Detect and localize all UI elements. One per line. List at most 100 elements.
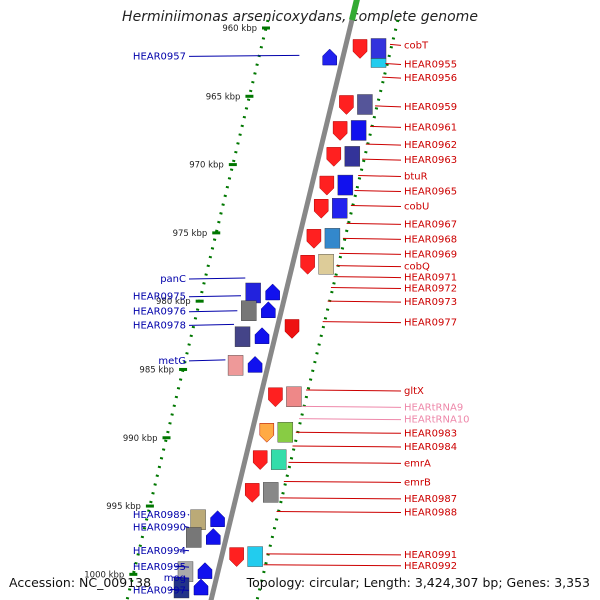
gene-leader xyxy=(339,252,402,255)
gene-label: HEARtRNA9 xyxy=(404,402,463,413)
gene-leader xyxy=(346,222,402,225)
gene-leader xyxy=(382,76,402,79)
gene-label: HEAR0994 xyxy=(133,546,186,557)
reverse-arrow xyxy=(265,283,280,301)
reverse-feature xyxy=(322,48,337,66)
right-tick-track xyxy=(255,19,400,600)
gene-label: emrA xyxy=(404,458,431,469)
map-title: Herminiimonas arsenicoxydans, complete g… xyxy=(122,9,478,25)
forward-arrow xyxy=(268,387,283,408)
gene-leader xyxy=(333,276,402,279)
forward-feature xyxy=(284,319,300,339)
scale-label: 970 kbp xyxy=(189,161,224,171)
forward-feature xyxy=(244,482,279,503)
reverse-box xyxy=(245,282,261,304)
gene-labels: cobT HEAR0955 HEAR0956 HEAR0959 HEAR0961 HEAR… xyxy=(133,40,470,596)
reverse-arrow xyxy=(210,510,225,527)
scale-label: 975 kbp xyxy=(173,229,208,239)
gene-leader xyxy=(336,265,402,268)
forward-feature xyxy=(326,146,361,167)
forward-arrow xyxy=(300,255,315,275)
forward-feature xyxy=(268,386,302,408)
gene-label: HEAR0968 xyxy=(404,234,457,245)
reverse-box xyxy=(227,355,244,376)
gene-leader xyxy=(302,405,402,408)
gene-label: HEAR0957 xyxy=(133,51,186,62)
gene-leader xyxy=(322,321,402,324)
reverse-arrow xyxy=(206,528,221,545)
forward-box xyxy=(247,546,263,567)
reverse-arrow xyxy=(197,562,213,579)
forward-box xyxy=(270,449,287,470)
forward-arrow xyxy=(332,121,348,141)
gene-leader xyxy=(279,497,402,500)
forward-box xyxy=(286,386,302,407)
gene-label: HEAR0962 xyxy=(404,140,457,151)
gene-leader xyxy=(365,143,402,146)
scale-label: 980 kbp xyxy=(156,297,191,307)
forward-feature xyxy=(313,198,348,219)
gene-label: HEAR0963 xyxy=(404,155,457,166)
gene-label: HEAR0997 xyxy=(133,585,186,596)
gene-label: HEAR0987 xyxy=(404,494,457,505)
reverse-feature xyxy=(186,527,221,548)
reverse-box xyxy=(241,300,257,321)
forward-arrow xyxy=(252,450,268,470)
scale-label: 965 kbp xyxy=(206,92,241,102)
forward-feature xyxy=(352,38,387,68)
forward-arrow xyxy=(229,547,244,567)
gene-label: HEAR0967 xyxy=(404,219,457,230)
forward-arrow xyxy=(352,39,368,59)
reverse-feature xyxy=(227,355,263,376)
forward-arrow xyxy=(326,147,342,167)
gene-label: HEAR0961 xyxy=(404,122,457,133)
gene-leader xyxy=(188,54,300,57)
gene-leader xyxy=(358,175,402,178)
forward-box xyxy=(357,94,373,115)
forward-box xyxy=(370,38,387,59)
gene-label: HEAR0992 xyxy=(404,561,457,572)
backbone-top-marker xyxy=(349,0,360,21)
gene-leader xyxy=(299,418,402,421)
reverse-feature xyxy=(241,300,276,321)
gene-label: panC xyxy=(160,274,186,285)
gene-label: HEAR0955 xyxy=(404,60,457,71)
reverse-box xyxy=(190,509,206,530)
reverse-arrow xyxy=(193,578,209,596)
gene-leader xyxy=(385,63,402,66)
gene-leader xyxy=(350,205,402,208)
gene-label: HEAR0969 xyxy=(404,249,457,260)
gene-leader xyxy=(342,237,402,240)
gene-label: gltX xyxy=(404,386,424,397)
gene-label: HEAR0988 xyxy=(404,508,457,519)
forward-box xyxy=(277,422,294,443)
reverse-box xyxy=(234,326,251,347)
reverse-arrow xyxy=(247,356,263,373)
gene-leader xyxy=(354,190,402,193)
gene-label: cobT xyxy=(404,40,429,51)
gene-leader xyxy=(172,576,190,579)
gene-leader xyxy=(184,526,190,529)
gene-label: HEAR0956 xyxy=(404,73,457,84)
gene-leader xyxy=(188,295,241,298)
gene-leader xyxy=(330,287,402,290)
forward-arrow xyxy=(259,423,275,443)
gene-label: HEAR0959 xyxy=(404,102,457,113)
scale-label: 995 kbp xyxy=(106,502,141,512)
scale-label: 985 kbp xyxy=(139,365,174,375)
gene-leader xyxy=(169,588,190,591)
left-tick-track xyxy=(125,19,270,600)
genome-backbone xyxy=(208,0,360,600)
gene-leader xyxy=(266,553,402,556)
forward-arrow xyxy=(319,175,335,196)
forward-feature xyxy=(306,228,341,249)
gene-leader xyxy=(327,300,402,303)
gene-leader xyxy=(370,125,402,128)
topology-text: Topology: circular; Length: 3,424,307 bp… xyxy=(246,575,590,590)
gene-label: HEAR0978 xyxy=(133,320,186,331)
gene-leader xyxy=(276,511,402,514)
reverse-arrow xyxy=(261,301,276,318)
gene-leader xyxy=(283,480,402,483)
gene-label: HEAR0990 xyxy=(133,523,186,534)
